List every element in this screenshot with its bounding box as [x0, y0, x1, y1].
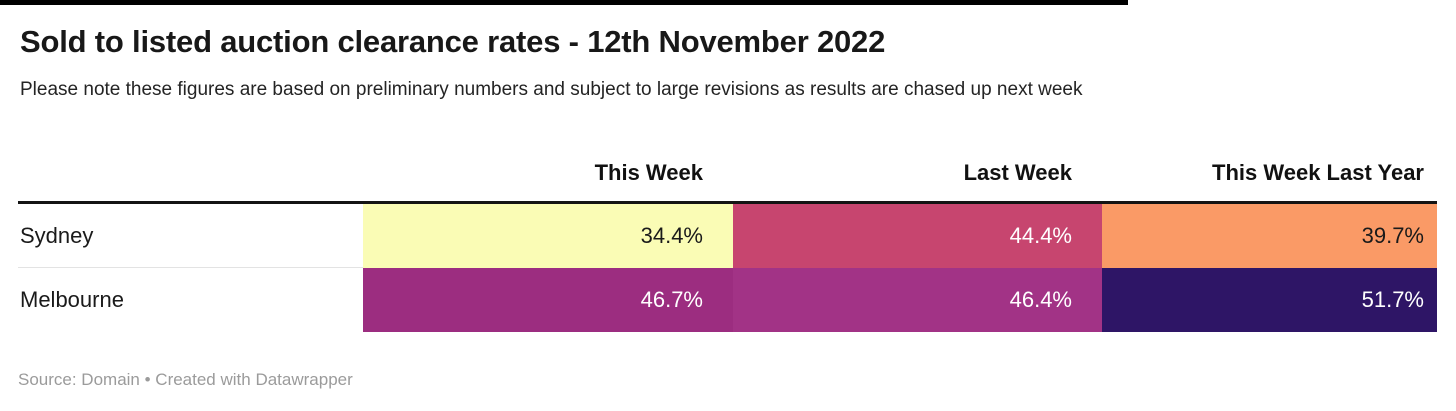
cell-melbourne-this-week: 46.7%: [363, 268, 733, 332]
clearance-rates-table: This Week Last Week This Week Last Year …: [18, 150, 1437, 332]
table-row-sydney: Sydney 34.4% 44.4% 39.7%: [18, 204, 1437, 268]
cell-melbourne-last-week: 46.4%: [733, 268, 1102, 332]
cell-sydney-this-week: 34.4%: [363, 204, 733, 268]
row-label-sydney: Sydney: [18, 204, 363, 268]
column-header-this-week-last-year: This Week Last Year: [1212, 160, 1424, 185]
row-label-melbourne: Melbourne: [18, 268, 363, 332]
column-header-this-week: This Week: [594, 160, 703, 185]
page-subtitle: Please note these figures are based on p…: [20, 79, 1083, 100]
source-attribution: Source: Domain • Created with Datawrappe…: [18, 370, 353, 389]
column-header-last-week: Last Week: [963, 160, 1072, 185]
table-header-row: This Week Last Week This Week Last Year: [18, 150, 1437, 204]
page-title: Sold to listed auction clearance rates -…: [20, 24, 886, 59]
cell-sydney-this-week-last-year: 39.7%: [1102, 204, 1437, 268]
cell-sydney-last-week: 44.4%: [733, 204, 1102, 268]
top-border-bar: [0, 0, 1128, 5]
table-row-melbourne: Melbourne 46.7% 46.4% 51.7%: [18, 268, 1437, 332]
cell-melbourne-this-week-last-year: 51.7%: [1102, 268, 1437, 332]
